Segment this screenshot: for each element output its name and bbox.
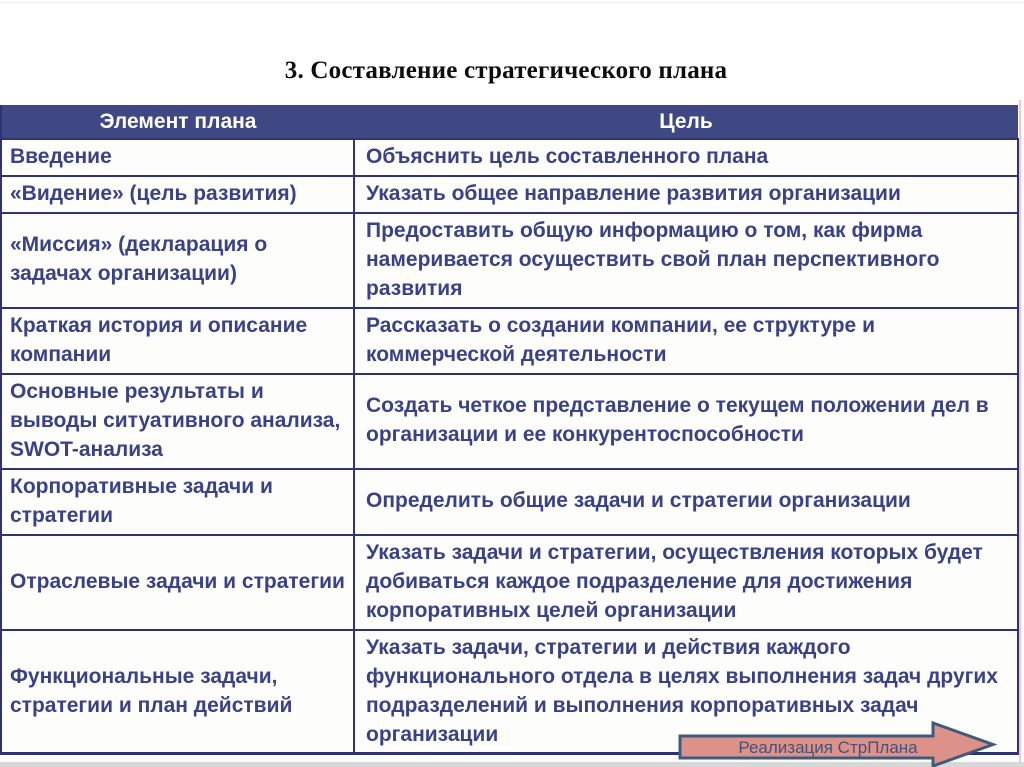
strategic-plan-table: Элемент плана Цель Введение Объяснить це… [0,105,1019,756]
goal-cell: Указать задачи и стратегии, осуществлени… [353,533,1019,631]
element-cell: Корпоративные задачи и стратегии [0,467,355,536]
element-cell: Введение [0,138,355,177]
top-edge-hairline [0,2,1024,3]
right-edge-hairline [1019,100,1021,767]
goal-cell: Предоставить общую информацию о том, как… [353,212,1019,309]
table-row: Основные результаты и выводы ситуативног… [0,372,1019,470]
goal-cell: Указать задачи, стратегии и действия каж… [353,628,1019,755]
table-header-row: Элемент плана Цель [1,105,1018,139]
table-row: Краткая история и описание компании Расс… [0,306,1019,375]
element-cell: «Видение» (цель развития) [0,175,355,214]
table-row: «Миссия» (декларация о задачах организац… [0,212,1019,309]
table-row: «Видение» (цель развития) Указать общее … [0,175,1019,214]
element-cell: Основные результаты и выводы ситуативног… [0,372,355,470]
goal-cell: Объяснить цель составленного плана [353,138,1019,177]
right-arrow-icon [678,720,998,767]
element-cell: «Миссия» (декларация о задачах организац… [0,212,355,309]
bottom-edge-strip [0,762,1024,767]
table-row: Функциональные задачи, стратегии и план … [0,628,1019,755]
realization-arrow-label: Реализация СтрПлана [738,738,918,757]
element-cell: Функциональные задачи, стратегии и план … [0,628,355,755]
goal-cell: Определить общие задачи и стратегии орга… [353,467,1019,536]
slide-title: 3. Составление стратегического плана [284,57,728,84]
table-row: Введение Объяснить цель составленного пл… [0,138,1019,177]
table-row: Отраслевые задачи и стратегии Указать за… [0,533,1019,631]
element-cell: Отраслевые задачи и стратегии [0,533,355,631]
goal-cell: Указать общее направление развития орган… [353,175,1019,214]
column-header-goal: Цель [354,105,1018,139]
goal-cell: Создать четкое представление о текущем п… [353,372,1019,470]
column-header-element: Элемент плана [1,105,354,139]
goal-cell: Рассказать о создании компании, ее струк… [353,306,1019,375]
table-row: Корпоративные задачи и стратегии Определ… [0,467,1019,536]
element-cell: Краткая история и описание компании [0,306,355,375]
realization-arrow-shape: Реализация СтрПлана [676,712,1024,767]
